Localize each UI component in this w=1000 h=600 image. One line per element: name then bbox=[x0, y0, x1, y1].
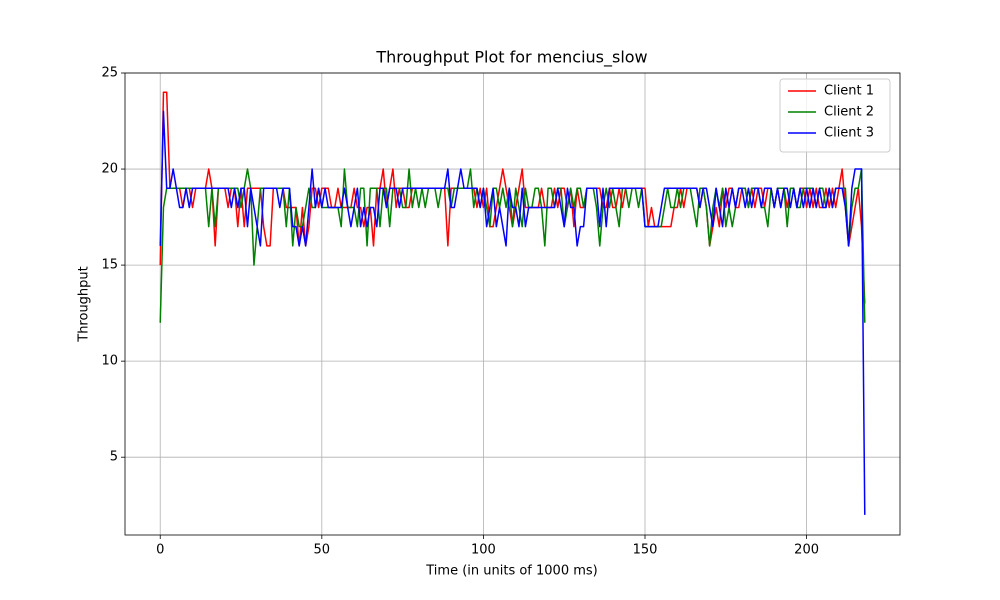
y-tick-label: 15 bbox=[101, 258, 118, 273]
x-tick-label: 200 bbox=[794, 543, 819, 558]
legend: Client 1 Client 2 Client 3 bbox=[779, 78, 891, 153]
y-axis-label: Throughput bbox=[77, 266, 92, 343]
legend-label: Client 2 bbox=[824, 105, 874, 120]
axes-frame bbox=[124, 72, 901, 536]
chart-title: Throughput Plot for mencius_slow bbox=[375, 48, 647, 68]
y-tick-label: 25 bbox=[101, 66, 118, 81]
series-line bbox=[159, 168, 866, 323]
plot-area bbox=[159, 91, 866, 515]
x-tick-label: 150 bbox=[633, 543, 658, 558]
legend-label: Client 3 bbox=[824, 126, 874, 141]
y-tick-label: 20 bbox=[101, 162, 118, 177]
y-tick-label: 5 bbox=[110, 450, 118, 465]
x-tick-label: 0 bbox=[156, 543, 164, 558]
legend-label: Client 1 bbox=[824, 84, 874, 99]
x-tick-label: 50 bbox=[314, 543, 331, 558]
y-tick-label: 10 bbox=[101, 354, 118, 369]
x-tick-label: 100 bbox=[471, 543, 496, 558]
x-axis-label: Time (in units of 1000 ms) bbox=[425, 564, 597, 579]
series-line bbox=[159, 110, 866, 515]
